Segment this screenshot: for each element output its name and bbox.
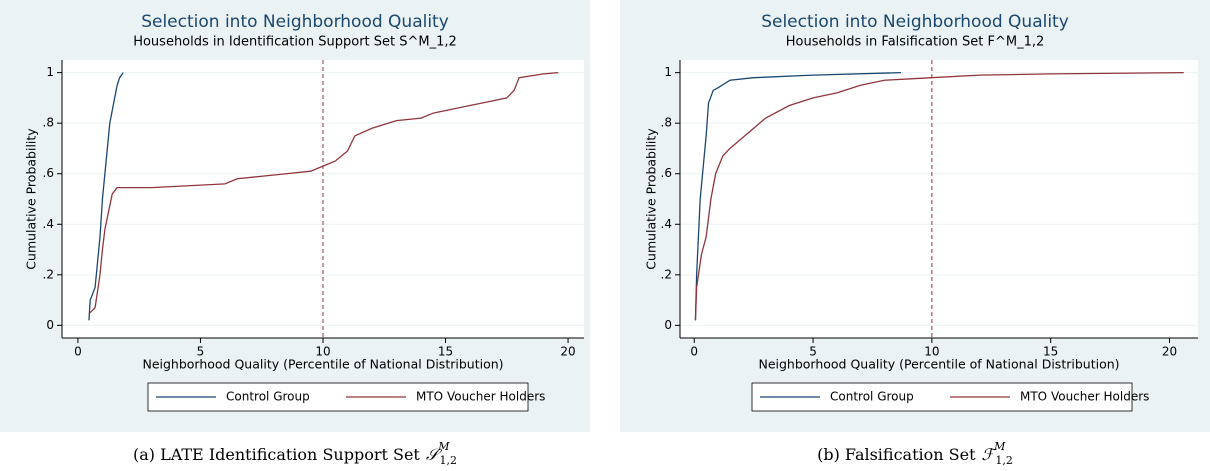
y-tick-label: 0 xyxy=(46,318,54,332)
x-tick-label: 5 xyxy=(809,345,817,359)
x-tick-label: 10 xyxy=(924,345,939,359)
y-axis-label: Cumulative Probability xyxy=(644,128,659,270)
y-tick-label: 1 xyxy=(46,65,54,79)
plot-area xyxy=(62,60,584,338)
x-axis-label: Neighborhood Quality (Percentile of Nati… xyxy=(758,357,1119,372)
legend-label: MTO Voucher Holders xyxy=(416,390,545,404)
chart-subtitle: Households in Falsification Set F^M_1,2 xyxy=(786,35,1045,50)
y-tick-label: .2 xyxy=(661,267,672,281)
cdf-line xyxy=(88,72,124,321)
y-tick-label: 1 xyxy=(664,65,672,79)
legend-label: Control Group xyxy=(226,390,310,404)
caption: (a) LATE Identification Support Set 𝒮M 1,2 xyxy=(133,440,457,467)
x-tick-label: 0 xyxy=(74,345,82,359)
chart-title: Selection into Neighborhood Quality xyxy=(141,12,449,32)
cdf-line xyxy=(694,71,901,321)
x-tick-label: 5 xyxy=(197,345,205,359)
y-tick-label: .8 xyxy=(661,116,672,130)
x-tick-label: 15 xyxy=(438,345,453,359)
chart-panel: Selection into Neighborhood Quality House… xyxy=(620,0,1210,467)
caption-sub: 1,2 xyxy=(440,454,458,467)
x-tick-label: 20 xyxy=(1162,345,1177,359)
x-axis-label: Neighborhood Quality (Percentile of Nati… xyxy=(142,357,503,372)
caption-sub: 1,2 xyxy=(995,454,1013,467)
x-tick-label: 10 xyxy=(315,345,330,359)
y-tick-label: .2 xyxy=(43,267,54,281)
y-tick-label: .4 xyxy=(661,217,672,231)
y-tick-label: 0 xyxy=(664,318,672,332)
y-tick-label: .4 xyxy=(43,217,54,231)
cdf-line xyxy=(694,71,1184,321)
y-tick-label: .6 xyxy=(43,166,54,180)
y-tick-label: .8 xyxy=(43,116,54,130)
chart-panel: Selection into Neighborhood Quality House… xyxy=(0,0,590,467)
legend-label: MTO Voucher Holders xyxy=(1020,390,1149,404)
caption-text: (a) LATE Identification Support Set xyxy=(133,445,420,464)
cdf-line xyxy=(89,71,559,314)
legend-label: Control Group xyxy=(830,390,914,404)
x-tick-label: 20 xyxy=(560,345,575,359)
caption: (b) Falsification Set ℱM 1,2 xyxy=(817,440,1013,467)
y-tick-label: .6 xyxy=(661,166,672,180)
caption-text: (b) Falsification Set xyxy=(817,445,976,464)
x-tick-label: 0 xyxy=(690,345,698,359)
chart-title: Selection into Neighborhood Quality xyxy=(761,12,1069,32)
y-axis-label: Cumulative Probability xyxy=(24,128,39,270)
chart-subtitle: Households in Identification Support Set… xyxy=(133,35,457,50)
caption-sup: M xyxy=(993,440,1006,453)
plot-area xyxy=(680,60,1198,338)
caption-sup: M xyxy=(437,440,450,453)
x-tick-label: 15 xyxy=(1043,345,1058,359)
caption-symbol: ℱ xyxy=(982,445,998,464)
